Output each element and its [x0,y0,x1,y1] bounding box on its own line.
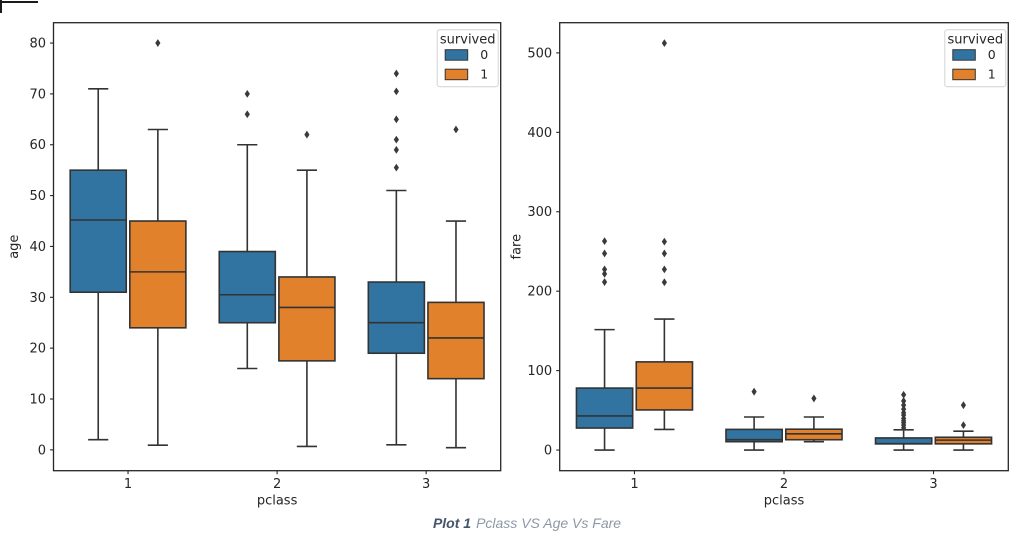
outlier-diamond [393,163,399,172]
outlier-diamond [601,237,608,246]
y-tick-label: 0 [544,444,552,459]
outlier-diamond [304,130,310,139]
legend-swatch [952,49,976,61]
caption-text: Pclass VS Age Vs Fare [476,515,622,531]
iqr-box [278,276,336,362]
figure-caption: Plot 1 Pclass VS Age Vs Fare [433,514,621,532]
y-tick-label: 0 [38,443,46,458]
y-tick-label: 60 [29,138,46,153]
box-pclass3-survived0 [874,390,933,451]
outlier-diamond [393,115,399,124]
y-tick-label: 500 [527,46,552,61]
legend-entry-label: 1 [480,67,488,82]
iqr-box [218,250,277,324]
box-pclass2-survived0 [218,89,277,370]
outlier-diamond [393,87,399,96]
legend-title: survived [440,33,496,48]
outlier-diamond [601,278,608,286]
y-axis-label: age [7,235,22,259]
y-tick-label: 80 [29,37,46,52]
outlier-diamond [661,265,667,274]
y-tick-label: 70 [29,87,46,102]
legend-entry-label: 1 [988,67,996,82]
y-tick-label: 40 [29,240,46,255]
y-tick-label: 200 [527,285,552,300]
outlier-diamond [601,249,608,258]
outlier-diamond [661,249,667,258]
outlier-diamond [393,135,399,144]
x-tick-label: 1 [124,477,132,492]
y-axis-label: fare [510,234,525,260]
outlier-diamond [393,145,399,154]
iqr-box [575,387,634,429]
legend-swatch [952,68,976,81]
screenshot-edge-artifact-left [0,0,2,13]
outlier-diamond [601,269,608,278]
outlier-diamond [601,265,608,274]
y-tick-label: 20 [29,342,46,357]
box-pclass2-survived1 [784,394,843,443]
outlier-diamond [901,405,907,414]
outlier-diamond [901,397,907,405]
x-tick-label: 3 [422,477,430,492]
y-tick-label: 30 [29,291,46,306]
y-tick-label: 300 [527,205,552,220]
outlier-diamond [393,69,399,78]
y-tick-label: 400 [527,126,552,141]
x-tick-label: 1 [630,477,638,492]
box-pclass1-survived0 [69,88,128,441]
legend-entry-label: 0 [988,47,996,62]
y-tick-label: 50 [29,189,46,204]
outlier-diamond [901,401,907,410]
box-pclass1-survived0 [575,237,634,451]
y-tick-label: 100 [527,364,552,379]
outlier-diamond [661,237,667,246]
legend-title: survived [947,33,1003,48]
outlier-diamond [901,390,907,399]
iqr-box [635,361,694,411]
outlier-diamond [661,278,667,287]
box-pclass2-survived1 [278,130,336,448]
iqr-box [367,281,426,355]
y-tick-label: 10 [29,392,46,407]
legend-entry-label: 0 [480,47,488,62]
box-pclass3-survived1 [427,125,485,449]
x-tick-label: 3 [929,477,937,492]
screenshot-edge-artifact-top [0,1,38,3]
box-pclass3-survived1 [934,401,993,451]
iqr-box [725,428,784,443]
outlier-diamond [453,125,459,134]
x-tick-label: 2 [273,477,281,492]
outlier-diamond [155,39,161,47]
legend-swatch [444,68,469,81]
box-pclass1-survived1 [635,39,694,431]
box-pclass2-survived0 [725,387,784,451]
outlier-diamond [960,421,967,430]
caption-label: Plot 1 [432,515,472,531]
outlier-diamond [751,387,757,396]
x-axis-label: pclass [257,494,298,509]
iqr-box [69,169,128,294]
outlier-diamond [960,401,967,410]
outlier-diamond [811,394,817,403]
box-pclass1-survived1 [129,39,187,446]
outlier-diamond [661,39,667,48]
outlier-diamond [244,89,250,98]
legend-swatch [444,49,469,61]
outlier-diamond [244,110,250,119]
x-axis-label: pclass [764,494,805,509]
iqr-box [427,301,485,380]
x-tick-label: 2 [780,477,788,492]
iqr-box [129,220,187,329]
box-pclass3-survived0 [367,69,426,446]
